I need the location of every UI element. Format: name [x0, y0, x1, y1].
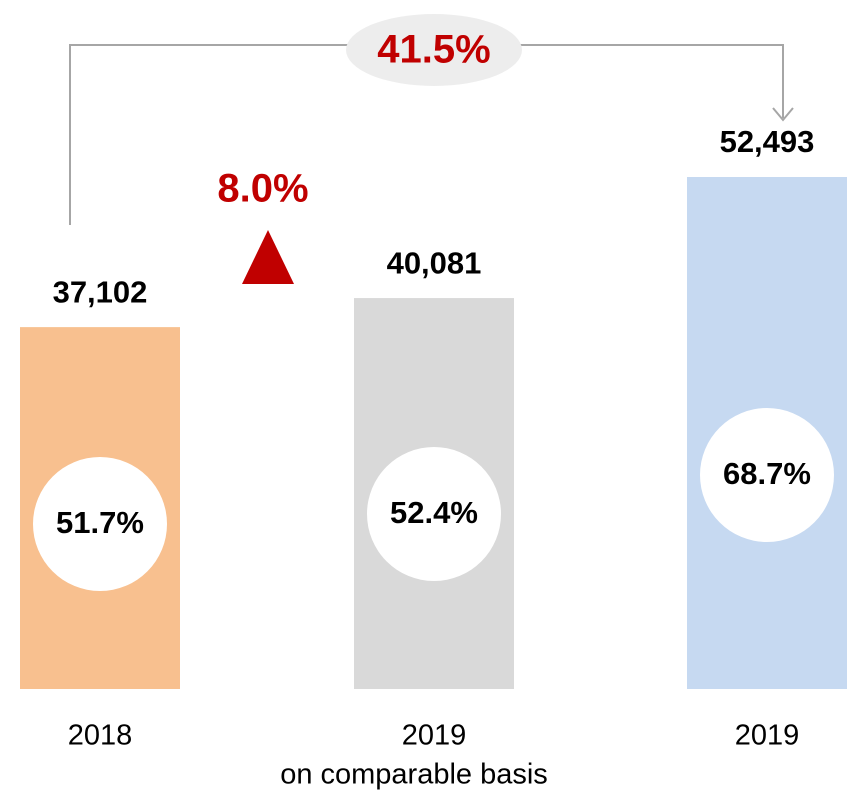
ratio-label: 68.7%: [723, 456, 811, 491]
value-label: 40,081: [387, 245, 482, 280]
change-label: 41.5%: [377, 28, 490, 72]
change-bubble: [346, 14, 522, 86]
ratio-label: 51.7%: [56, 505, 144, 540]
ratio-circle: [367, 447, 501, 581]
change-label: 8.0%: [217, 167, 308, 211]
value-label: 37,102: [53, 274, 148, 309]
arrowhead: [772, 107, 794, 122]
ratio-circle: [33, 457, 167, 591]
x-tick-label: 2019: [735, 720, 800, 752]
ratio-label: 52.4%: [390, 495, 478, 530]
value-label: 52,493: [720, 124, 815, 159]
x-tick-label: 2019: [402, 720, 467, 752]
ratio-circle: [700, 408, 834, 542]
x-tick-label: 2018: [68, 720, 133, 752]
up-triangle: [242, 230, 294, 284]
x-tick-sublabel: on comparable basis: [280, 759, 548, 791]
